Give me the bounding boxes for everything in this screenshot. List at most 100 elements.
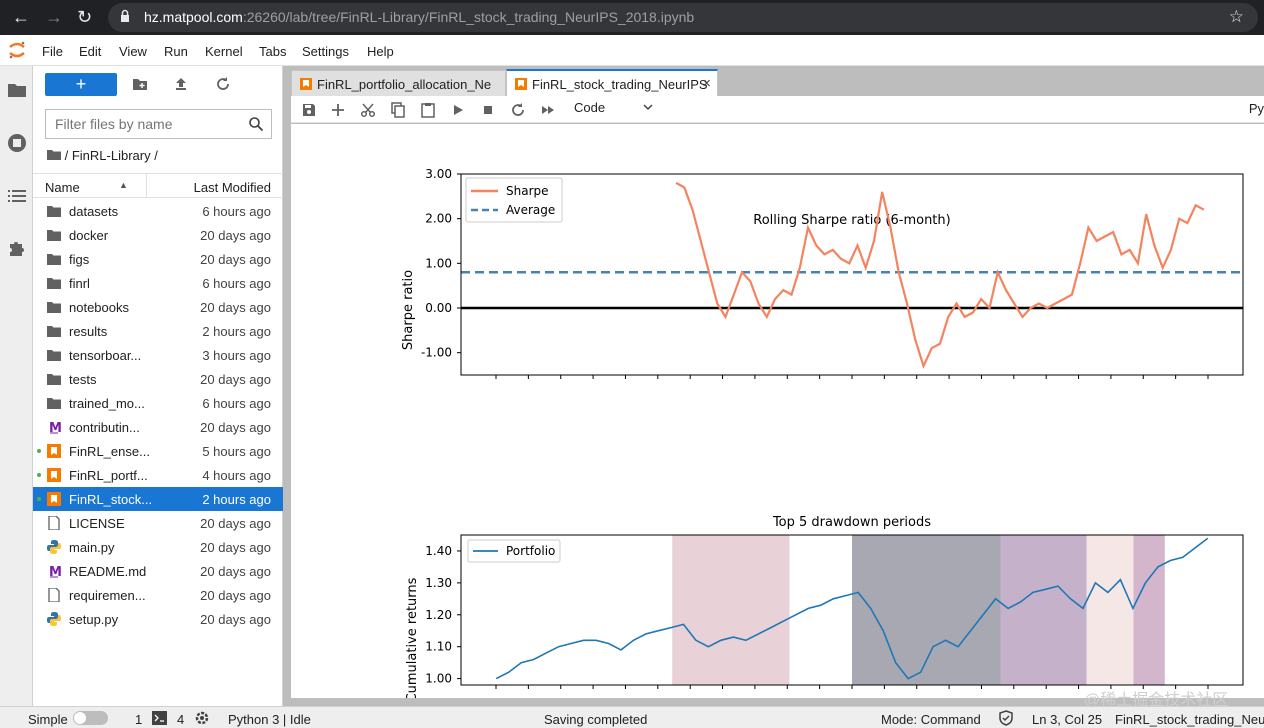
y-tick-label: 1.10	[425, 640, 452, 654]
file-modified: 20 days ago	[200, 420, 271, 435]
url-text: hz.matpool.com:26260/lab/tree/FinRL-Libr…	[144, 9, 695, 25]
refresh-icon[interactable]	[215, 76, 231, 92]
folder-icon[interactable]	[7, 80, 27, 100]
menu-view[interactable]: View	[119, 44, 147, 59]
legend-label-portfolio: Portfolio	[506, 544, 555, 558]
bookmark-star-icon[interactable]: ☆	[1228, 7, 1244, 26]
run-icon[interactable]	[450, 102, 466, 118]
column-name-header[interactable]: Name	[45, 180, 80, 195]
menu-tabs[interactable]: Tabs	[259, 44, 287, 59]
menu-help[interactable]: Help	[367, 44, 394, 59]
file-list-item[interactable]: M README.md 20 days ago	[33, 559, 283, 583]
menu-run[interactable]: Run	[164, 44, 188, 59]
file-list-item[interactable]: results 2 hours ago	[33, 319, 283, 343]
file-list-item[interactable]: main.py 20 days ago	[33, 535, 283, 559]
chart-title: Rolling Sharpe ratio (6-month)	[753, 213, 950, 228]
close-icon[interactable]: ×	[702, 75, 711, 92]
upload-icon[interactable]	[173, 76, 189, 92]
file-list-item[interactable]: FinRL_ense... 5 hours ago	[33, 439, 283, 463]
watermark: @稀土掘金技术社区	[1084, 692, 1229, 709]
tab-portfolio-allocation[interactable]: FinRL_portfolio_allocation_Ne	[291, 70, 506, 97]
drawdown-bands	[672, 535, 1165, 685]
running-indicator	[37, 497, 41, 501]
python-icon	[47, 540, 61, 554]
menu-bar: File Edit View Run Kernel Tabs Settings …	[0, 35, 1264, 66]
column-modified-header[interactable]: Last Modified	[193, 180, 271, 195]
file-list-item[interactable]: FinRL_stock... 2 hours ago	[33, 487, 283, 511]
file-modified: 4 hours ago	[202, 468, 271, 483]
file-list-item[interactable]: docker 20 days ago	[33, 223, 283, 247]
file-list-item[interactable]: notebooks 20 days ago	[33, 295, 283, 319]
file-name: trained_mo...	[69, 396, 145, 411]
stop-icon[interactable]	[480, 102, 496, 118]
notebook-output-area: Rolling Sharpe ratio (6-month) Sharpe ra…	[291, 124, 1264, 698]
file-modified: 20 days ago	[200, 252, 271, 267]
menu-kernel[interactable]: Kernel	[205, 44, 243, 59]
cursor-position[interactable]: Ln 3, Col 25	[1032, 712, 1103, 727]
toggle-knob	[74, 712, 86, 724]
folder-icon[interactable]	[47, 149, 61, 161]
cut-icon[interactable]	[360, 102, 376, 118]
save-status: Saving completed	[544, 712, 648, 727]
terminal-count[interactable]: 1	[135, 712, 143, 727]
tab-stock-trading[interactable]: FinRL_stock_trading_NeurIPS ×	[506, 69, 718, 97]
y-axis-label: Cumulative returns	[405, 577, 420, 698]
address-bar[interactable]: hz.matpool.com:26260/lab/tree/FinRL-Libr…	[108, 3, 1258, 32]
simple-mode-label: Simple	[28, 712, 68, 727]
filter-files-input[interactable]	[46, 110, 236, 138]
menu-settings[interactable]: Settings	[302, 44, 349, 59]
sort-ascending-icon[interactable]: ▲	[119, 180, 128, 190]
forward-icon[interactable]: →	[45, 7, 63, 27]
insert-cell-icon[interactable]	[330, 102, 346, 118]
table-of-contents-icon[interactable]	[7, 186, 27, 206]
file-list-item[interactable]: FinRL_portf... 4 hours ago	[33, 463, 283, 487]
y-axis-label: Sharpe ratio	[401, 270, 416, 350]
simple-mode-toggle[interactable]	[73, 711, 108, 725]
file-list-item[interactable]: tensorboar... 3 hours ago	[33, 343, 283, 367]
notebook-tab-bar: FinRL_portfolio_allocation_Ne FinRL_stoc…	[291, 68, 1264, 97]
new-launcher-button[interactable]: +	[45, 73, 117, 96]
shield-icon[interactable]	[998, 710, 1014, 726]
menu-edit[interactable]: Edit	[79, 44, 102, 59]
file-list-item[interactable]: setup.py 20 days ago	[33, 607, 283, 631]
breadcrumb-path[interactable]: / FinRL-Library /	[64, 148, 158, 163]
paste-icon[interactable]	[420, 102, 436, 118]
file-modified: 6 hours ago	[202, 276, 271, 291]
file-list-item[interactable]: finrl 6 hours ago	[33, 271, 283, 295]
file-name: tests	[69, 372, 97, 387]
back-icon[interactable]: ←	[12, 7, 30, 27]
file-name: FinRL_ense...	[69, 444, 150, 459]
save-icon[interactable]	[301, 102, 317, 118]
file-list-item[interactable]: requiremen... 20 days ago	[33, 583, 283, 607]
folder-icon	[47, 300, 61, 314]
kernel-name[interactable]: Py	[1248, 101, 1264, 116]
reload-icon[interactable]: ↻	[77, 7, 93, 27]
y-axis-ticks: 3.00 2.00 1.00 0.00 -1.00	[421, 167, 461, 360]
file-name: datasets	[69, 204, 119, 219]
browser-toolbar: ← → ↻ hz.matpool.com:26260/lab/tree/FinR…	[0, 0, 1264, 35]
file-modified: 20 days ago	[200, 540, 271, 555]
legend: Portfolio	[467, 539, 561, 563]
menu-file[interactable]: File	[42, 44, 63, 59]
file-list-item[interactable]: LICENSE 20 days ago	[33, 511, 283, 535]
kernel-count[interactable]: 4	[177, 712, 185, 727]
kernel-status[interactable]: Python 3 | Idle	[228, 712, 311, 727]
file-list-item[interactable]: datasets 6 hours ago	[33, 199, 283, 223]
notebook-icon	[515, 78, 527, 90]
running-stop-icon[interactable]	[7, 133, 27, 153]
file-list-item[interactable]: trained_mo... 6 hours ago	[33, 391, 283, 415]
restart-icon[interactable]	[510, 102, 526, 118]
copy-icon[interactable]	[390, 102, 406, 118]
file-name: FinRL_portf...	[69, 468, 148, 483]
fast-forward-icon[interactable]	[540, 102, 556, 118]
cell-type-dropdown[interactable]: Code	[574, 100, 653, 115]
filter-files-field[interactable]	[45, 109, 272, 139]
file-list: datasets 6 hours ago docker 20 days ago figs…	[33, 199, 283, 631]
file-list-item[interactable]: tests 20 days ago	[33, 367, 283, 391]
file-modified: 2 hours ago	[202, 324, 271, 339]
extension-puzzle-icon[interactable]	[7, 238, 27, 258]
file-list-item[interactable]: figs 20 days ago	[33, 247, 283, 271]
new-folder-icon[interactable]	[132, 76, 148, 92]
folder-icon	[47, 324, 61, 338]
